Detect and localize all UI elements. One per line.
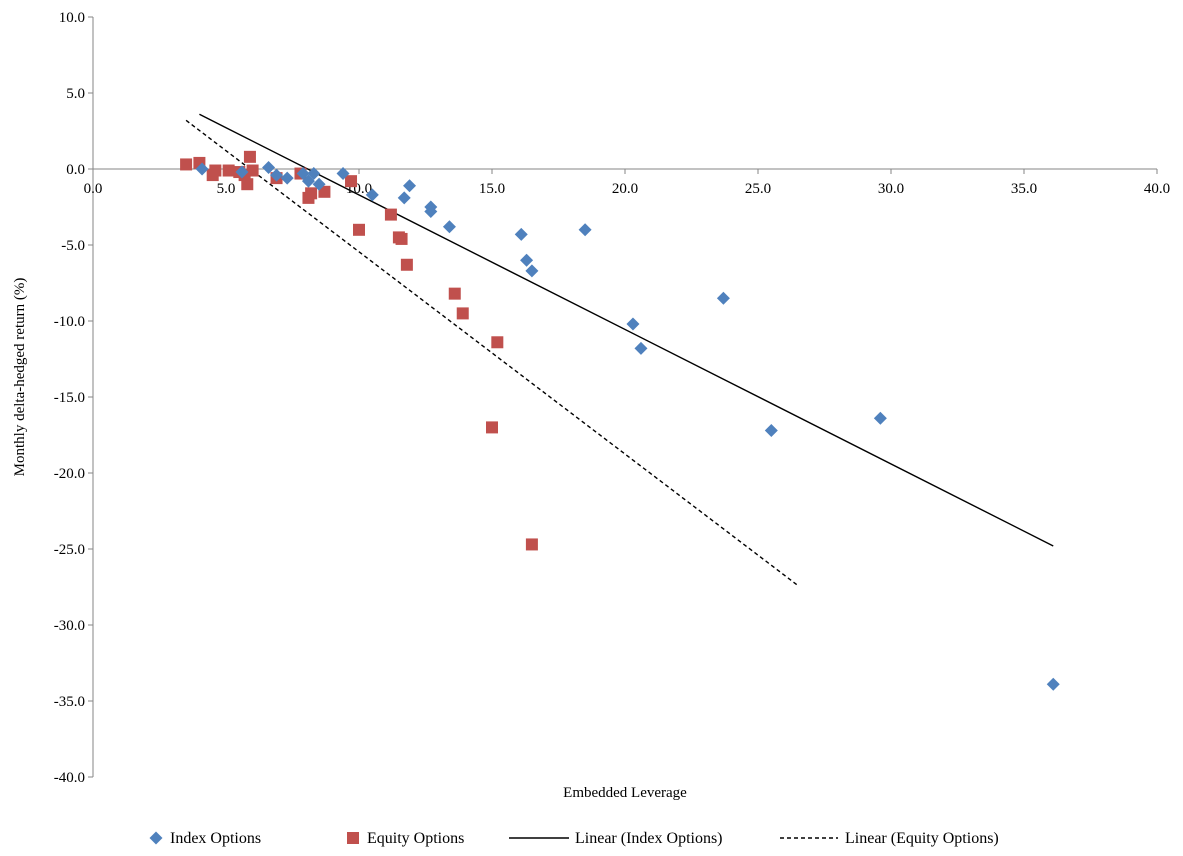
y-tick-label: -15.0 <box>54 390 85 406</box>
legend-equity-label: Equity Options <box>367 830 464 847</box>
legend-equity-trend-label: Linear (Equity Options) <box>845 830 999 847</box>
trendline-index-options <box>199 113 1054 547</box>
equity-option-point <box>486 421 498 434</box>
y-tick-label: 0.0 <box>66 162 85 178</box>
y-tick-label: -5.0 <box>61 238 85 254</box>
equity-option-point <box>448 287 461 300</box>
index-option-point <box>307 167 321 181</box>
legend-index-trend-label: Linear (Index Options) <box>575 830 723 847</box>
equity-option-point <box>353 223 365 236</box>
equity-option-point <box>384 208 397 221</box>
index-option-point <box>873 411 887 425</box>
y-tick-label: -20.0 <box>54 466 85 482</box>
index-option-point <box>1046 677 1060 691</box>
index-option-point <box>235 165 249 179</box>
x-tick-label: 5.0 <box>217 181 236 197</box>
equity-option-point <box>305 187 318 200</box>
index-option-point <box>578 223 592 237</box>
trendlines <box>185 113 1054 587</box>
index-option-point <box>365 188 379 202</box>
index-option-point <box>336 167 350 181</box>
legend-equity-marker <box>347 832 359 844</box>
legend: Index Options Equity Options Linear (Index… <box>149 830 999 847</box>
equity-option-point <box>400 258 413 271</box>
x-axis-title: Embedded Leverage <box>563 785 687 801</box>
equity-option-point <box>241 178 254 191</box>
index-option-point <box>262 160 276 174</box>
equity-option-point <box>243 150 256 163</box>
y-tick-label: 10.0 <box>59 10 85 26</box>
data-points <box>180 150 1060 691</box>
axis-text: Embedded Leverage Monthly delta-hedged r… <box>12 278 687 801</box>
equity-option-point <box>318 185 331 198</box>
equity-option-point <box>222 164 235 177</box>
index-option-point <box>525 264 539 278</box>
axes: 10.0 5.0 0.0 -5.0 -10.0 -15.0 -20.0 -25.0 -30.0 -… <box>54 10 1170 786</box>
equity-option-point <box>246 164 259 177</box>
equity-option-point <box>525 538 538 551</box>
equity-option-point <box>491 336 504 349</box>
index-option-point <box>634 341 648 355</box>
index-option-point <box>716 291 730 305</box>
y-tick-label: -30.0 <box>54 618 85 634</box>
x-tick-label: 15.0 <box>479 181 505 197</box>
y-axis-title: Monthly delta-hedged return (%) <box>12 278 28 477</box>
y-tick-label: -35.0 <box>54 694 85 710</box>
index-option-point <box>514 227 528 241</box>
legend-index-marker <box>149 831 163 845</box>
index-option-point <box>764 423 778 437</box>
equity-option-point <box>345 175 358 188</box>
equity-option-point <box>456 307 469 320</box>
y-tick-label: 5.0 <box>66 86 85 102</box>
x-tick-label: 25.0 <box>745 181 771 197</box>
x-tick-label: 35.0 <box>1011 181 1037 197</box>
index-option-point <box>270 168 284 182</box>
equity-option-point <box>180 158 193 171</box>
index-option-point <box>397 191 411 205</box>
y-tick-label: -10.0 <box>54 314 85 330</box>
x-tick-label: 40.0 <box>1144 181 1170 197</box>
equity-option-point <box>209 164 222 177</box>
x-tick-label: 0.0 <box>84 181 103 197</box>
x-tick-label: 20.0 <box>612 181 638 197</box>
index-option-point <box>280 171 294 185</box>
index-option-point <box>626 317 640 331</box>
trendline-equity-options <box>185 119 799 587</box>
x-tick-label: 30.0 <box>878 181 904 197</box>
index-option-point <box>442 220 456 234</box>
index-option-point <box>312 177 326 191</box>
index-option-point <box>520 253 534 267</box>
equity-option-point <box>395 232 408 245</box>
y-tick-label: -40.0 <box>54 770 85 786</box>
index-option-point <box>424 205 438 219</box>
index-option-point <box>403 179 417 193</box>
legend-index-label: Index Options <box>170 830 261 847</box>
index-option-point <box>195 162 209 176</box>
y-tick-label: -25.0 <box>54 542 85 558</box>
